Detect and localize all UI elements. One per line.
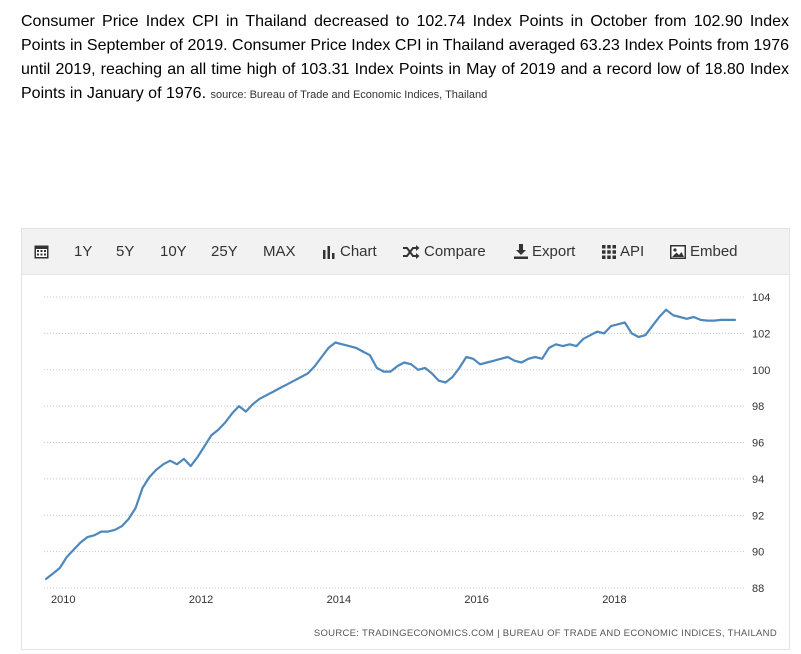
y-tick-label: 88 — [752, 583, 764, 595]
download-icon — [514, 244, 528, 259]
x-tick-label: 2014 — [327, 594, 351, 606]
image-icon — [670, 244, 686, 259]
embed-button[interactable]: Embed — [670, 229, 738, 274]
x-tick-label: 2016 — [464, 594, 488, 606]
range-25y-button[interactable]: 25Y — [211, 243, 238, 260]
y-tick-label: 104 — [752, 292, 770, 304]
export-label: Export — [532, 243, 576, 260]
y-tick-label: 100 — [752, 365, 770, 377]
chart-panel: 1Y 5Y 10Y 25Y MAX Chart Compare Export — [21, 228, 790, 650]
cpi-line-chart: 88 90 92 94 96 98 100 102 104 2010 2012 2014 2016 201… — [44, 292, 770, 606]
api-button[interactable]: API — [602, 229, 644, 274]
description-paragraph: Consumer Price Index CPI in Thailand dec… — [21, 10, 789, 107]
range-max-button[interactable]: MAX — [263, 243, 296, 260]
x-tick-label: 2018 — [602, 594, 626, 606]
y-tick-label: 98 — [752, 401, 764, 413]
compare-label: Compare — [424, 243, 486, 260]
grid-icon — [602, 244, 616, 259]
description-text: Consumer Price Index CPI in Thailand dec… — [21, 13, 789, 102]
range-5y-button[interactable]: 5Y — [116, 243, 135, 260]
bar-chart-icon — [323, 245, 335, 259]
compare-button[interactable]: Compare — [402, 229, 486, 274]
shuffle-icon — [403, 244, 420, 259]
range-10y-button[interactable]: 10Y — [160, 243, 187, 260]
description-source: source: Bureau of Trade and Economic Ind… — [210, 89, 488, 101]
x-tick-label: 2012 — [189, 594, 213, 606]
y-tick-label: 94 — [752, 474, 764, 486]
series-line-cpi — [45, 308, 737, 580]
chart-type-button[interactable]: Chart — [322, 229, 377, 274]
y-tick-label: 92 — [752, 510, 764, 522]
y-tick-label: 90 — [752, 547, 764, 559]
y-tick-label: 96 — [752, 438, 764, 450]
range-1y-button[interactable]: 1Y — [74, 243, 93, 260]
chart-toolbar: 1Y 5Y 10Y 25Y MAX Chart Compare Export — [22, 229, 789, 275]
api-label: API — [620, 243, 645, 260]
chart-type-label: Chart — [340, 243, 377, 260]
embed-label: Embed — [690, 243, 738, 260]
x-tick-label: 2010 — [51, 594, 75, 606]
export-button[interactable]: Export — [514, 229, 575, 274]
calendar-button[interactable] — [34, 229, 53, 274]
calendar-icon — [34, 245, 49, 259]
chart-source-footer: SOURCE: TRADINGECONOMICS.COM | BUREAU OF… — [313, 628, 777, 639]
y-tick-label: 102 — [752, 328, 770, 340]
